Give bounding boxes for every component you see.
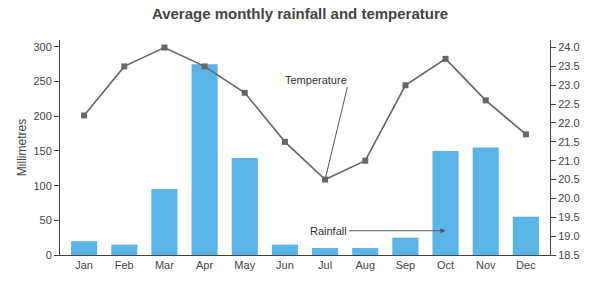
svg-text:Rainfall: Rainfall bbox=[310, 225, 347, 237]
svg-text:21.5: 21.5 bbox=[558, 136, 579, 148]
svg-text:Mar: Mar bbox=[155, 259, 174, 271]
svg-text:18.5: 18.5 bbox=[558, 249, 579, 261]
svg-text:250: 250 bbox=[33, 75, 51, 87]
svg-text:20.0: 20.0 bbox=[558, 192, 579, 204]
svg-text:Temperature: Temperature bbox=[285, 74, 347, 86]
svg-text:Jun: Jun bbox=[276, 259, 294, 271]
svg-text:0: 0 bbox=[46, 249, 52, 261]
svg-text:Feb: Feb bbox=[115, 259, 134, 271]
svg-text:100: 100 bbox=[33, 180, 51, 192]
svg-text:300: 300 bbox=[33, 41, 51, 53]
svg-text:23.0: 23.0 bbox=[558, 79, 579, 91]
svg-text:50: 50 bbox=[40, 214, 52, 226]
svg-text:23.5: 23.5 bbox=[558, 60, 579, 72]
svg-text:150: 150 bbox=[33, 145, 51, 157]
svg-text:Apr: Apr bbox=[196, 259, 213, 271]
svg-text:Nov: Nov bbox=[476, 259, 496, 271]
svg-text:24.0: 24.0 bbox=[558, 41, 579, 53]
svg-text:Aug: Aug bbox=[355, 259, 375, 271]
svg-text:Dec: Dec bbox=[516, 259, 536, 271]
svg-text:20.5: 20.5 bbox=[558, 173, 579, 185]
svg-text:Sep: Sep bbox=[396, 259, 416, 271]
svg-text:Oct: Oct bbox=[437, 259, 454, 271]
svg-text:21.0: 21.0 bbox=[558, 155, 579, 167]
svg-text:Millimetres: Millimetres bbox=[15, 119, 29, 176]
svg-text:Jan: Jan bbox=[75, 259, 93, 271]
svg-text:May: May bbox=[234, 259, 255, 271]
svg-text:200: 200 bbox=[33, 110, 51, 122]
svg-text:22.0: 22.0 bbox=[558, 117, 579, 129]
svg-text:22.5: 22.5 bbox=[558, 98, 579, 110]
svg-text:19.0: 19.0 bbox=[558, 230, 579, 242]
svg-text:Average monthly rainfall and t: Average monthly rainfall and temperature bbox=[152, 5, 448, 22]
svg-text:19.5: 19.5 bbox=[558, 211, 579, 223]
svg-text:Jul: Jul bbox=[318, 259, 332, 271]
